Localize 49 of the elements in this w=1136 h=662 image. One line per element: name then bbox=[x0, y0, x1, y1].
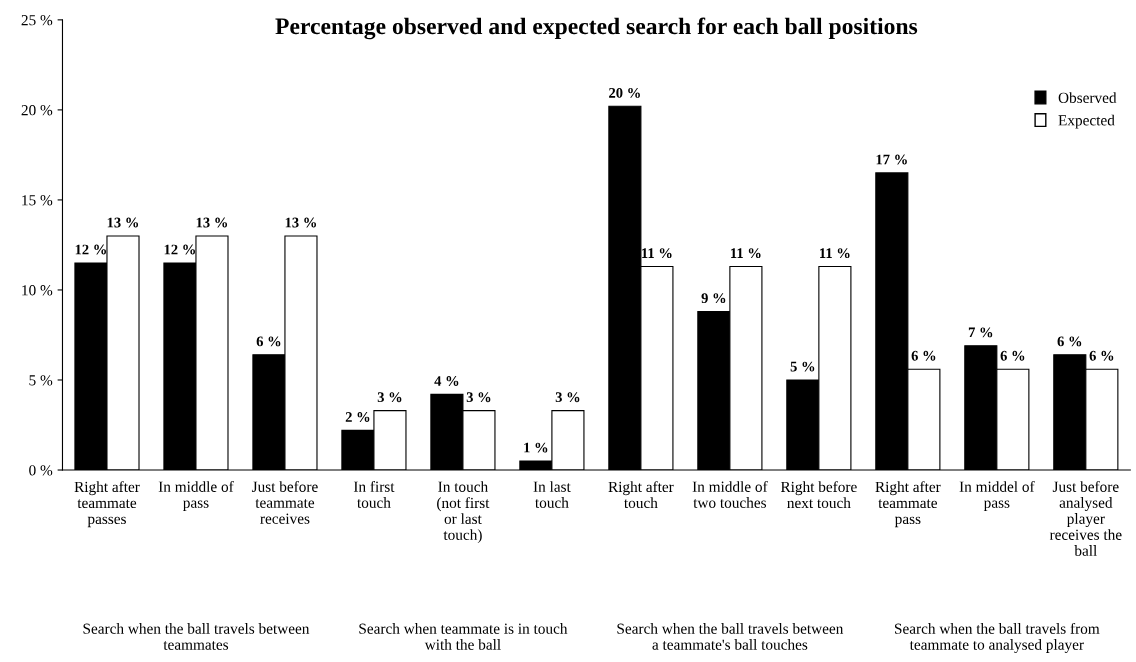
data-label: 6 % bbox=[256, 336, 281, 347]
data-label: 11 % bbox=[642, 248, 672, 259]
legend-label: Expected bbox=[1058, 114, 1115, 129]
x-tick-label: Right after teammate passes bbox=[74, 481, 140, 528]
text: Search when the ball travels from teammate to analysed player bbox=[894, 622, 1100, 653]
data-label: 2 % bbox=[345, 412, 370, 422]
x-tick-label: In middel of pass bbox=[959, 480, 1035, 511]
data-label: 3 % bbox=[377, 392, 402, 403]
data-label: 6 % bbox=[1057, 336, 1082, 347]
x-tick-label: Just before analysed player receives the ball bbox=[1049, 480, 1122, 556]
x-tick-label: In middle of pass bbox=[158, 480, 234, 511]
data-label: 13 % bbox=[107, 217, 139, 228]
y-tick-label: 10 % bbox=[22, 285, 53, 296]
data-label: 5 % bbox=[790, 361, 815, 372]
data-label: 13 % bbox=[285, 217, 316, 228]
data-label: 6 % bbox=[1089, 350, 1114, 361]
y-tick-label: 0 % bbox=[29, 465, 53, 476]
data-label: 6 % bbox=[1000, 350, 1025, 361]
x-tick-label: Right before next touch bbox=[780, 481, 857, 509]
x-tick-label: In touch (not first or last touch) bbox=[437, 481, 490, 544]
text: Search when teammate is in touch with the ball bbox=[359, 623, 568, 650]
text: Search when the ball travels between a teammate's ball touches bbox=[617, 623, 844, 650]
y-tick-label: 5 % bbox=[29, 375, 53, 386]
x-tick-label: Just before teammate receives bbox=[251, 480, 318, 524]
data-label: 12 % bbox=[164, 244, 195, 255]
x-tick-label: Right after teammate pass bbox=[875, 481, 941, 528]
data-label: 6 % bbox=[911, 350, 936, 361]
data-label: 13 % bbox=[196, 217, 228, 228]
x-tick-label: Right after touch bbox=[608, 481, 674, 509]
data-label: 12 % bbox=[75, 244, 106, 255]
x-tick-label: In middle of two touches bbox=[692, 480, 768, 508]
data-label: 7 % bbox=[968, 327, 993, 338]
x-tick-label: In first touch bbox=[353, 480, 395, 508]
data-label: 3 % bbox=[555, 392, 580, 403]
text: Search when the ball travels between teammates bbox=[83, 623, 310, 650]
x-tick-label: In last touch bbox=[533, 481, 571, 508]
data-label: 11 % bbox=[731, 248, 761, 259]
data-label: 17 % bbox=[876, 154, 907, 165]
y-tick-label: 25 % bbox=[21, 15, 53, 26]
data-label: 3 % bbox=[466, 392, 491, 403]
y-tick-label: 15 % bbox=[22, 195, 53, 206]
data-label: 20 % bbox=[609, 87, 640, 98]
data-label: 11 % bbox=[820, 248, 850, 259]
data-label: 1 % bbox=[524, 442, 548, 453]
legend-label: Observed bbox=[1058, 92, 1117, 103]
data-label: 4 % bbox=[434, 376, 459, 386]
data-label: 9 % bbox=[701, 293, 726, 304]
chart-title: Percentage observed and expected search for each ball positions bbox=[275, 17, 918, 40]
y-tick-label: 20 % bbox=[21, 105, 53, 116]
